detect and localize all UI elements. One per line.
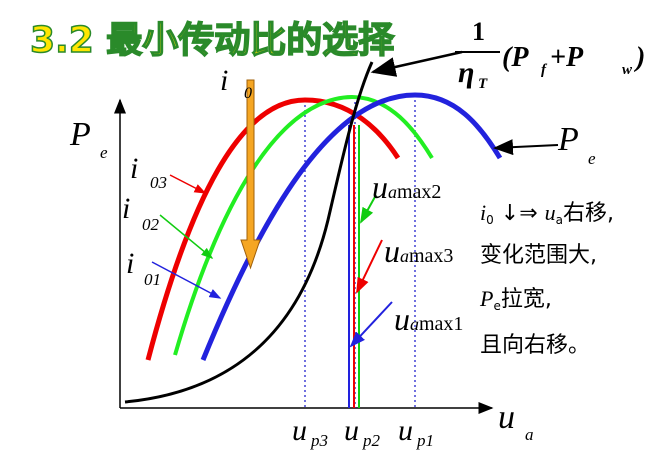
x-label-sub: p1: [416, 431, 434, 450]
speed-label-sub: a: [400, 246, 409, 266]
note-sub: 0: [486, 213, 494, 227]
note-symbol: i: [480, 200, 486, 225]
x-label-main: u: [344, 414, 359, 447]
formula-close: ): [633, 42, 645, 73]
curve-label: i: [130, 152, 138, 185]
decrease-arrow: [240, 79, 261, 270]
note-line: 且向右移。: [480, 333, 590, 358]
note-line: Pe拉宽,: [479, 286, 552, 313]
note-text: 拉宽,: [501, 287, 552, 312]
x-label-main: u: [398, 414, 413, 447]
curve-i01: [200, 92, 503, 361]
formula-open: (P: [502, 42, 529, 73]
speed-label: uamax2: [372, 169, 441, 205]
resistance-curve: [124, 61, 374, 404]
formula-plus: +P: [550, 42, 584, 73]
curve-i03: [145, 97, 401, 361]
i02-arrow: [159, 214, 214, 259]
y-axis-label: P: [69, 116, 91, 153]
x-label: u p1: [398, 414, 434, 450]
note-arrow: ↓⇒: [494, 201, 545, 226]
curve-label-sub: 03: [150, 173, 167, 192]
note-line: 变化范围大,: [480, 243, 597, 268]
pe-curve-label: P: [557, 121, 579, 158]
speed-label-main: u: [384, 233, 400, 269]
formula: 1 η T (P f +P w ): [455, 17, 645, 92]
x-label: u p2: [344, 414, 381, 450]
formula-arrow: [370, 50, 463, 77]
speed-label-rest: max1: [419, 313, 463, 335]
formula-f-sub: f: [541, 62, 548, 78]
umax3-arrow: [356, 239, 383, 294]
i03-arrow: [169, 174, 207, 194]
speed-label: uamax1: [394, 301, 463, 337]
note-sub: a: [556, 213, 563, 227]
formula-eta: η: [458, 56, 474, 89]
x-label-sub: p2: [362, 431, 381, 450]
speed-label: uamax3: [384, 233, 453, 269]
formula-numerator: 1: [472, 17, 485, 46]
note-sub: e: [493, 299, 500, 313]
curve-label-sub: 02: [142, 215, 160, 234]
curve-label: i: [126, 247, 134, 280]
note-text: 右移,: [563, 201, 614, 226]
pe-curve-label-sub: e: [588, 149, 596, 168]
speed-label-main: u: [372, 169, 388, 205]
slide-title: 3.2 最小传动比的选择: [30, 20, 395, 61]
speed-label-sub: a: [410, 314, 419, 334]
i0-label: i: [220, 64, 228, 97]
y-axis-label-sub: e: [100, 143, 108, 162]
umax2-arrow: [360, 194, 377, 224]
pe-arrow: [493, 139, 559, 156]
speed-label-sub: a: [388, 182, 397, 202]
x-axis-label-sub: a: [525, 425, 534, 444]
umax1-arrow: [349, 301, 393, 348]
speed-label-rest: max3: [409, 245, 453, 267]
x-axis-label-main: u: [498, 399, 515, 436]
curve-label: i: [122, 192, 130, 225]
note-symbol: P: [479, 286, 493, 311]
curve-label-sub: 01: [144, 270, 161, 289]
formula-eta-sub: T: [478, 76, 488, 92]
x-label-sub: p3: [310, 431, 328, 450]
speed-label-main: u: [394, 301, 410, 337]
speed-label-rest: max2: [397, 181, 441, 203]
i01-arrow: [151, 261, 222, 299]
note-symbol: u: [545, 200, 556, 225]
x-label: u p3: [292, 414, 328, 450]
x-label-main: u: [292, 414, 307, 447]
formula-w-sub: w: [622, 62, 633, 78]
note-line: i0 ↓⇒ ua右移,: [480, 200, 614, 227]
i0-label-sub: 0: [244, 85, 252, 102]
